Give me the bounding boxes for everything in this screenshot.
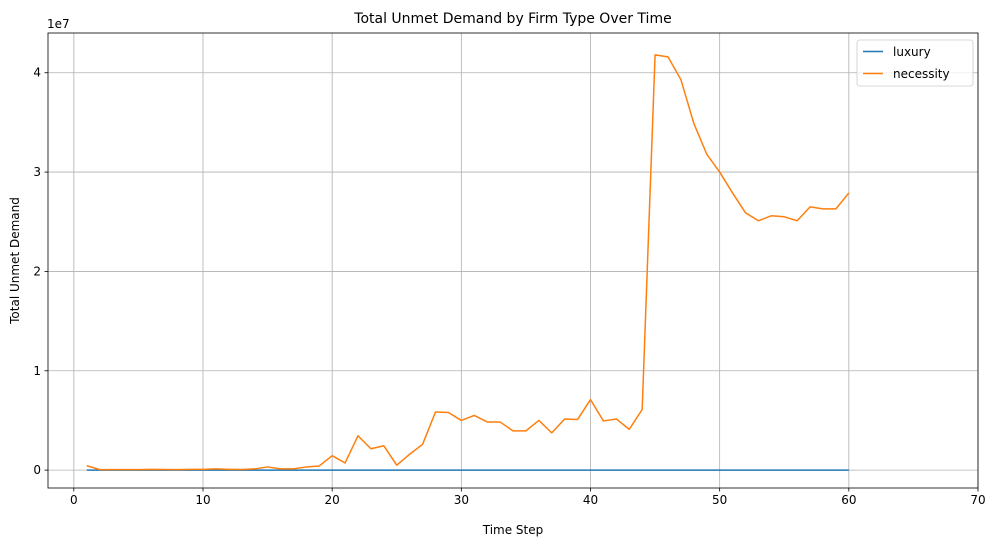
legend-label-necessity: necessity (893, 67, 950, 81)
y-tick-label: 2 (33, 264, 41, 278)
y-axis-label: Total Unmet Demand (8, 197, 22, 325)
x-tick-label: 30 (454, 493, 469, 507)
y-tick-label: 1 (33, 364, 41, 378)
y-multiplier-label: 1e7 (47, 17, 70, 31)
x-axis-label: Time Step (482, 523, 544, 537)
x-tick-label: 50 (712, 493, 727, 507)
y-tick-label: 0 (33, 463, 41, 477)
x-tick-label: 10 (195, 493, 210, 507)
x-tick-label: 70 (970, 493, 985, 507)
grid (48, 33, 979, 488)
plot-area-frame (47, 32, 979, 489)
x-tick-label: 0 (70, 493, 78, 507)
chart-title: Total Unmet Demand by Firm Type Over Tim… (353, 11, 671, 27)
x-tick-label: 20 (325, 493, 340, 507)
y-tick-label: 3 (33, 165, 41, 179)
legend: luxury necessity (856, 39, 974, 87)
series-line-necessity (86, 54, 850, 471)
series-lines (86, 54, 850, 471)
y-tick-label: 4 (33, 66, 41, 80)
axis-ticks: 0 10 20 30 40 50 60 70 0 1 2 3 4 (33, 66, 985, 507)
x-tick-label: 40 (583, 493, 598, 507)
x-tick-label: 60 (841, 493, 856, 507)
legend-label-luxury: luxury (893, 45, 931, 59)
legend-box (856, 39, 974, 87)
